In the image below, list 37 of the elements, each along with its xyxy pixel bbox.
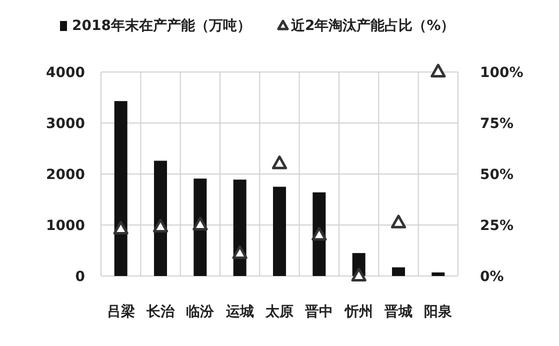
point — [192, 216, 208, 230]
y2-tick-label: 100% — [480, 65, 524, 81]
y-tick-label: 1000 — [46, 218, 86, 234]
bar — [154, 160, 167, 276]
bar — [392, 267, 405, 276]
bar — [114, 101, 128, 276]
bar — [273, 186, 286, 276]
point — [113, 220, 128, 235]
point — [232, 245, 248, 260]
x-tick-label: 运城 — [224, 304, 254, 320]
y-tick-label: 0 — [75, 269, 86, 285]
legend-label: 近2年淘汰产能占比（%） — [290, 17, 455, 34]
y-tick-label: 2000 — [46, 167, 86, 183]
bar — [233, 180, 246, 276]
point — [312, 226, 327, 241]
x-tick-label: 临汾 — [186, 304, 216, 320]
point — [272, 156, 288, 170]
x-tick-label: 长治 — [146, 304, 176, 320]
x-tick-label: 阳泉 — [424, 304, 452, 320]
y-tick-label: 4000 — [46, 65, 86, 81]
y-tick-label: 3000 — [46, 116, 86, 132]
x-tick-label: 吕梁 — [106, 303, 135, 320]
legend-label: 2018年末在产产能（万吨） — [72, 17, 251, 34]
point — [390, 214, 406, 228]
x-tick-label: 忻州 — [344, 304, 373, 320]
y2-tick-label: 75% — [480, 116, 514, 132]
y2-tick-label: 0% — [480, 269, 504, 285]
y2-tick-label: 50% — [480, 167, 514, 183]
x-tick-label: 晋中 — [304, 304, 334, 320]
x-tick-label: 晋城 — [384, 304, 412, 320]
point — [351, 268, 366, 282]
point — [152, 218, 168, 232]
y2-tick-label: 25% — [480, 218, 514, 234]
x-tick-label: 太原 — [264, 304, 294, 320]
bar — [432, 272, 445, 276]
point — [430, 64, 446, 78]
bar — [194, 178, 207, 276]
